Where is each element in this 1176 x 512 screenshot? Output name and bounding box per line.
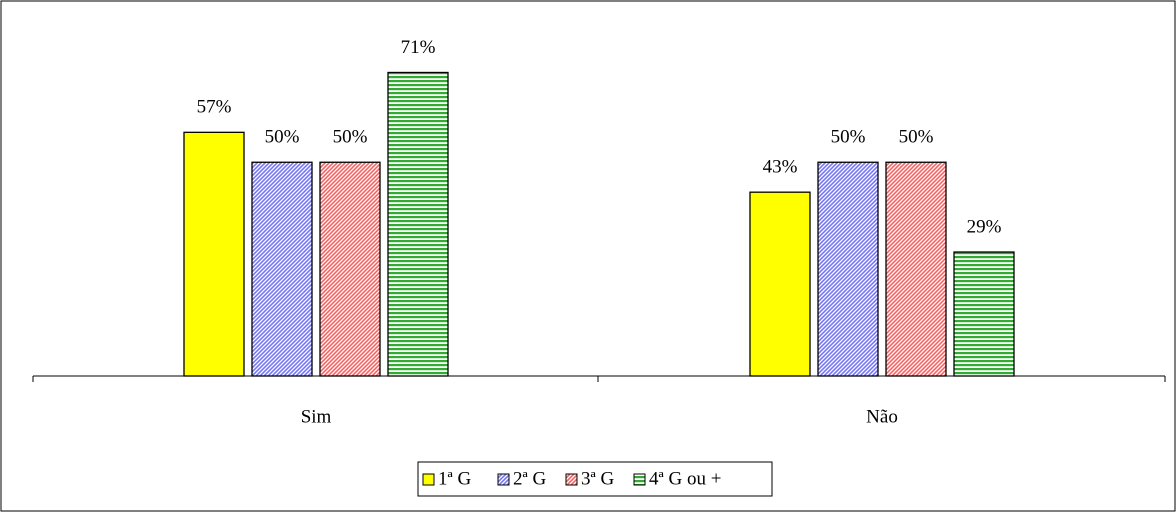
legend-swatch [422,473,435,486]
bar [319,161,381,377]
legend-swatch [565,473,578,486]
bar [817,161,879,377]
bar [749,191,811,377]
bar [885,161,947,377]
bar [251,161,313,377]
data-label: 50% [333,127,368,148]
data-label: 50% [265,127,300,148]
legend-box [417,461,773,497]
data-label: 50% [899,127,934,148]
legend-label: 1ª G [438,468,471,489]
data-label: 57% [197,97,232,118]
x-tick-label: Sim [301,406,332,427]
x-tick-label: Não [866,406,898,427]
bar [183,131,245,377]
data-label: 71% [401,37,436,58]
bar [953,251,1015,377]
legend-label: 4ª G ou + [649,468,721,489]
legend-label: 3ª G [581,468,614,489]
data-label: 29% [967,216,1002,237]
bar [387,71,449,377]
data-label: 43% [763,157,798,178]
legend-label: 2ª G [513,468,546,489]
data-label: 50% [831,127,866,148]
legend-swatch [497,473,510,486]
legend-swatch [633,473,646,486]
